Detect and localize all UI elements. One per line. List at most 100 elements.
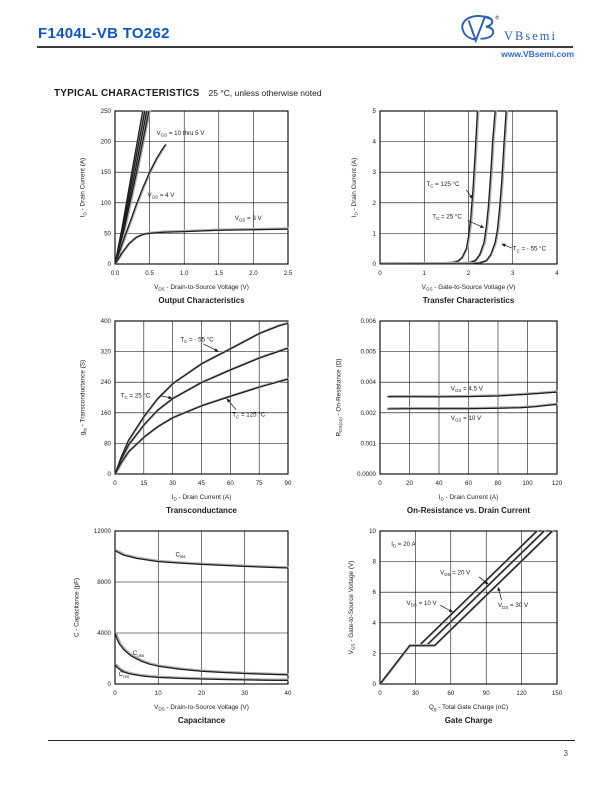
- series-group: [114, 321, 289, 475]
- annotation-v-ds-20-v: VDS = 20 V: [440, 569, 471, 577]
- y-tick-label: 0: [108, 681, 112, 688]
- annotation-arrow-head: [448, 608, 454, 613]
- annotation-arrow-line: [503, 244, 513, 249]
- x-axis-label: Qg - Total Gate Charge (nC): [429, 704, 508, 712]
- series-tc-55-c: [379, 110, 507, 265]
- y-axis-label: gfs - Transconductance (S): [80, 360, 88, 435]
- annotation-arrow-line: [203, 343, 217, 351]
- x-tick-label: 0: [113, 690, 117, 697]
- y-tick-label: 50: [104, 230, 111, 237]
- series-group: [387, 390, 558, 410]
- annotation-c-rss: Crss: [119, 671, 130, 679]
- series-tc-125-c: [379, 110, 479, 265]
- x-axis-label: VDS - Drain-to-Source Voltage (V): [154, 284, 249, 292]
- series-shadow-ciss: [115, 549, 289, 569]
- x-tick-label: 10: [155, 690, 162, 697]
- capacitance-chart: 0 10 20 30 40 0 4000 8000 12000 VDS - Drain-to-So…: [30, 520, 310, 739]
- section-subtitle: 25 °C, unless otherwise noted: [208, 88, 322, 98]
- y-tick-label: 2: [373, 200, 377, 207]
- series-shadow-coss: [114, 632, 289, 676]
- series-vgs-4-v: [114, 144, 167, 265]
- x-tick-label: 90: [483, 690, 490, 697]
- on-resistance-vs-drain-current-chart: 0 20 40 60 80 100 120 0.0000 0.001 0.002 0.004 0.00…: [330, 310, 610, 529]
- vbsemi-logo: ® VBsemi: [456, 12, 557, 47]
- website-link[interactable]: www.VBsemi.com: [501, 49, 574, 59]
- series-vgs-4-5-v: [387, 391, 558, 398]
- footer-rule: [48, 740, 575, 742]
- series-shadow-vgs-10-v: [388, 402, 558, 410]
- x-tick-label: 100: [522, 480, 533, 487]
- y-tick-label: 0.001: [361, 440, 377, 447]
- chart-title: Transfer Characteristics: [423, 296, 515, 305]
- annotation-arrow-head: [469, 194, 473, 200]
- x-tick-label: 75: [256, 480, 263, 487]
- x-tick-label: 60: [465, 480, 472, 487]
- header-rule: [37, 46, 573, 48]
- x-axis-label: ID - Drain Current (A): [172, 494, 231, 502]
- series-shadow-vgs-4-v: [114, 143, 168, 264]
- annotation-arrow-head: [501, 243, 506, 247]
- chart-title: On-Resistance vs. Drain Current: [407, 506, 530, 515]
- y-tick-label: 320: [101, 349, 112, 356]
- y-axis-label: ID - Drain Current (A): [80, 158, 88, 217]
- x-axis-label: VGS - Gate-to-Source Voltage (V): [422, 284, 516, 292]
- chart-title: Output Characteristics: [158, 296, 245, 305]
- annotation-t-c-25-c: TC = 25 °C: [121, 392, 151, 400]
- x-tick-label: 2: [467, 270, 471, 277]
- gate-charge-chart: 0 30 60 90 120 150 0 2 4 6 8 10 Qg - Total Gate Char…: [330, 520, 610, 739]
- annotation-v-ds-30-v: VDS = 30 V: [498, 602, 529, 610]
- transfer-characteristics-plot: 0 1 2 3 4 0 1 2 3 4 5 VGS - Gate-to-Source Voltage …: [351, 108, 559, 305]
- annotation-t-c-25-c: TC = 25 °C: [432, 213, 462, 221]
- x-tick-label: 30: [241, 690, 248, 697]
- y-tick-label: 0.002: [361, 410, 377, 417]
- series-group: [114, 110, 289, 265]
- y-tick-label: 150: [101, 169, 112, 176]
- x-tick-label: 0: [378, 480, 382, 487]
- vbsemi-logo-mark: ®: [461, 14, 500, 44]
- plot-border: [114, 320, 289, 475]
- x-tick-label: 40: [285, 690, 292, 697]
- x-tick-label: 1.0: [180, 270, 189, 277]
- gate-charge-plot: 0 30 60 90 120 150 0 2 4 6 8 10 Qg - Total Gate Char…: [348, 528, 563, 725]
- section-heading: TYPICAL CHARACTERISTICS 25 °C, unless oth…: [54, 83, 322, 101]
- transfer-characteristics-chart: 0 1 2 3 4 0 1 2 3 4 5 VGS - Gate-to-Source Voltage …: [330, 100, 610, 319]
- x-tick-label: 90: [285, 480, 292, 487]
- x-tick-label: 20: [406, 480, 413, 487]
- annotation-arrow-head: [479, 224, 485, 228]
- y-tick-label: 0: [108, 261, 112, 268]
- capacitance-plot: 0 10 20 30 40 0 4000 8000 12000 VDS - Drain-to-So…: [74, 528, 292, 725]
- y-tick-label: 0: [373, 261, 377, 268]
- x-tick-label: 2.5: [284, 270, 293, 277]
- y-tick-label: 0: [108, 471, 112, 478]
- part-number: F1404L-VB TO262: [38, 25, 170, 42]
- registered-mark: ®: [496, 14, 500, 21]
- y-tick-label: 1: [373, 230, 377, 237]
- x-tick-label: 3: [511, 270, 515, 277]
- y-tick-label: 200: [101, 139, 112, 146]
- y-tick-label: 100: [101, 200, 112, 207]
- y-tick-label: 12000: [94, 528, 112, 535]
- plot-border: [114, 110, 289, 265]
- x-tick-label: 0.5: [145, 270, 154, 277]
- chart-title: Capacitance: [178, 716, 226, 725]
- series-vgs-10-v: [387, 403, 558, 410]
- annotation-v-ds-10-v: VDS = 10 V: [407, 599, 438, 607]
- series-tc-25-c: [114, 347, 289, 475]
- x-tick-label: 45: [198, 480, 205, 487]
- logo-swoosh: [461, 15, 491, 41]
- y-tick-label: 8000: [97, 579, 111, 586]
- x-tick-label: 120: [552, 480, 563, 487]
- series-vgs-3-v: [114, 228, 289, 265]
- y-tick-label: 80: [104, 440, 111, 447]
- y-tick-label: 0.004: [361, 379, 377, 386]
- on-resistance-vs-drain-current-plot: 0 20 40 60 80 100 120 0.0000 0.001 0.002 0.004 0.00…: [335, 318, 563, 515]
- y-axis-label: ID - Drain Current (A): [351, 158, 359, 217]
- transconductance-chart: 0 15 30 45 60 75 90 0 80 160 240 320 400 ID - Drain C…: [30, 310, 310, 529]
- annotation-arrow-head: [226, 398, 231, 403]
- x-tick-label: 20: [198, 690, 205, 697]
- x-tick-label: 120: [516, 690, 527, 697]
- y-tick-label: 8: [373, 559, 377, 566]
- gridlines: [379, 320, 558, 475]
- logo-letter-v: [467, 15, 486, 44]
